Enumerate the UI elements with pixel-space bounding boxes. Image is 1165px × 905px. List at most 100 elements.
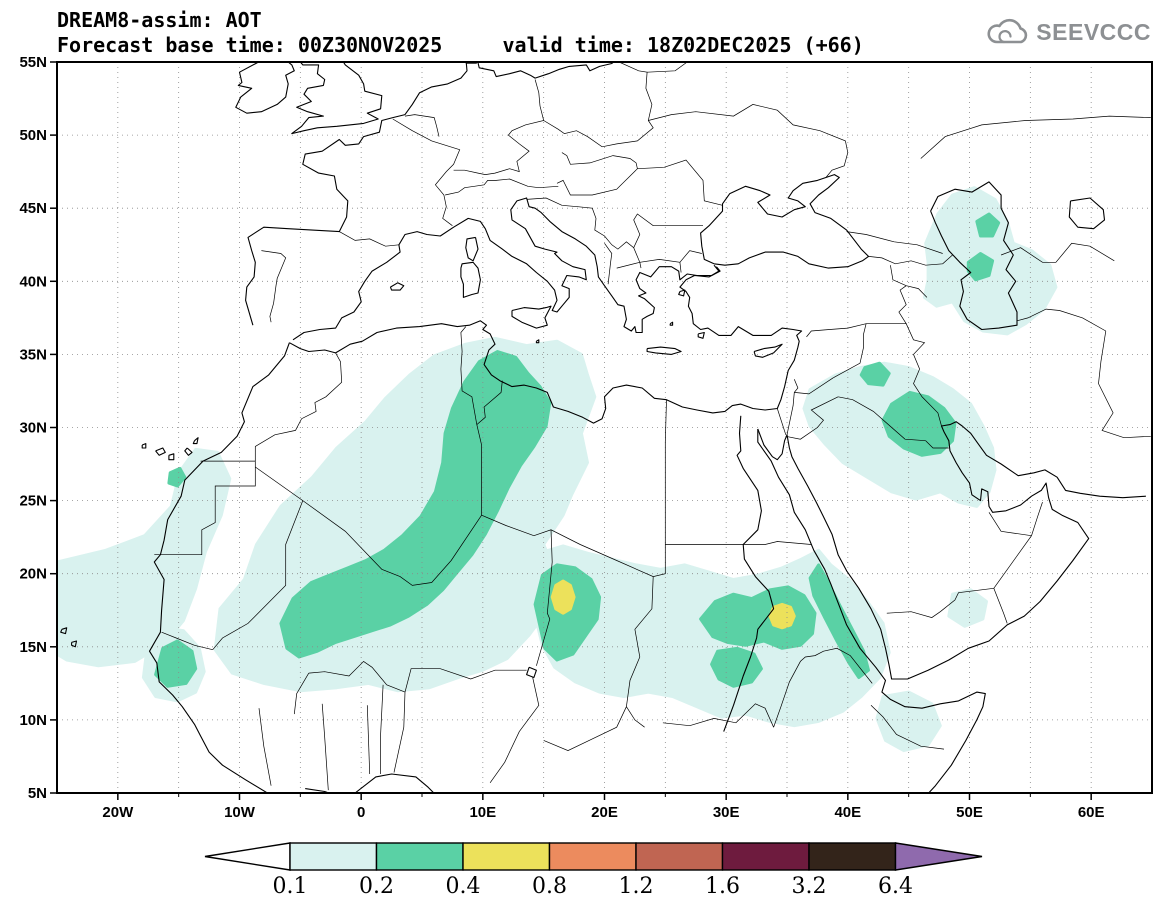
coastline [700, 174, 870, 269]
coastline [460, 261, 481, 298]
colorbar-segment [721, 842, 810, 871]
graticule [57, 62, 1152, 793]
country-border [870, 705, 945, 750]
colorbar-segment [375, 842, 464, 871]
seevccc-cloud-icon [987, 19, 1028, 44]
country-border [445, 178, 559, 196]
country-border [404, 668, 527, 693]
country-border [1098, 330, 1151, 439]
country-border [261, 250, 287, 323]
coastline [389, 282, 405, 291]
country-border [476, 424, 482, 516]
colorbar-label: 1.2 [619, 874, 654, 899]
lon-tick-label: 40E [834, 804, 861, 821]
country-border [626, 576, 654, 728]
aot-contour-region-level2 [533, 563, 602, 662]
aot-contour-region-level2 [710, 646, 763, 688]
colorbar-arrow-left [204, 842, 291, 871]
country-border [526, 197, 642, 269]
country-border [536, 529, 553, 666]
coastline [305, 773, 435, 793]
lat-tick-label: 55N [19, 54, 47, 71]
country-border [988, 512, 1032, 537]
lon-tick-label: 50E [956, 804, 983, 821]
coastline [245, 62, 468, 326]
lat-tick-label: 30N [19, 420, 47, 437]
coastline [697, 331, 705, 339]
country-border [806, 285, 907, 338]
lat-tick-label: 35N [19, 346, 47, 363]
aot-contour-region-level2 [167, 466, 187, 488]
country-border [1000, 242, 1115, 263]
country-border [293, 672, 310, 715]
colorbar-segment [548, 842, 637, 871]
colorbar-label: 6.4 [878, 874, 913, 899]
coastline [678, 289, 686, 297]
country-border [212, 500, 304, 650]
country-border [662, 703, 774, 728]
colorbar-arrow-right [894, 842, 983, 871]
coastline [1068, 197, 1106, 230]
lat-tick-label: 45N [19, 200, 47, 217]
country-border [838, 396, 926, 442]
coastline [757, 429, 986, 793]
lon-tick-label: 20E [591, 804, 618, 821]
lat-tick-label: 10N [19, 712, 47, 729]
coastline [184, 447, 193, 456]
coastline [235, 62, 295, 114]
lon-tick-label: 10E [469, 804, 496, 821]
aot-contour-region-level2 [154, 639, 198, 688]
country-border [925, 440, 949, 449]
country-border [392, 118, 461, 226]
country-border [648, 104, 849, 178]
country-border [616, 259, 682, 273]
country-border [543, 62, 654, 148]
country-border [886, 587, 994, 618]
country-border [993, 588, 1008, 624]
forecast-time-subtitle: Forecast base time: 00Z30NOV2025 valid t… [57, 33, 864, 57]
coastline [141, 443, 147, 449]
coastline [757, 421, 1146, 680]
country-border [366, 705, 371, 775]
aot-contour-region-level1 [57, 447, 232, 668]
colorbar-segment [289, 842, 378, 871]
lon-tick-label: 60E [1078, 804, 1105, 821]
aot-contour-region-level2 [975, 212, 1001, 238]
aot-contour-region-level2 [699, 585, 817, 650]
coastline [511, 305, 552, 329]
colorbar-segment [808, 842, 897, 871]
seevccc-logo: SEEVCCC [984, 16, 1151, 48]
country-border [664, 399, 667, 545]
lon-tick-label: 10W [224, 804, 256, 821]
lon-tick-label: 0 [357, 804, 365, 821]
aot-contour-region-level3 [550, 579, 576, 615]
country-border [556, 152, 638, 196]
seevccc-logo-text: SEEVCCC [1036, 18, 1151, 45]
coastline [71, 640, 78, 648]
country-border [154, 461, 256, 556]
aot-contour-region-level1 [875, 690, 942, 753]
country-border [776, 408, 787, 435]
coastline [930, 181, 1018, 331]
lat-tick-label: 15N [19, 639, 47, 656]
colorbar-label: 0.4 [446, 874, 481, 899]
coastline [753, 343, 783, 358]
coastline [646, 346, 682, 355]
country-border [786, 379, 799, 435]
aot-contour-region-level3 [768, 602, 796, 630]
coastline [465, 236, 479, 262]
colorbar-label: 0.1 [273, 874, 308, 899]
country-border [258, 708, 272, 786]
lon-tick-label: 20W [102, 804, 134, 821]
lat-tick-label: 40N [19, 273, 47, 290]
coastline [192, 437, 199, 445]
lat-tick-label: 20N [19, 566, 47, 583]
aot-contour-region-level2 [966, 252, 995, 282]
aot-contour-region-level2 [881, 390, 957, 457]
colorbar-label: 3.2 [792, 874, 827, 899]
coastline [526, 666, 537, 679]
country-border [489, 677, 540, 784]
country-border [254, 352, 343, 462]
